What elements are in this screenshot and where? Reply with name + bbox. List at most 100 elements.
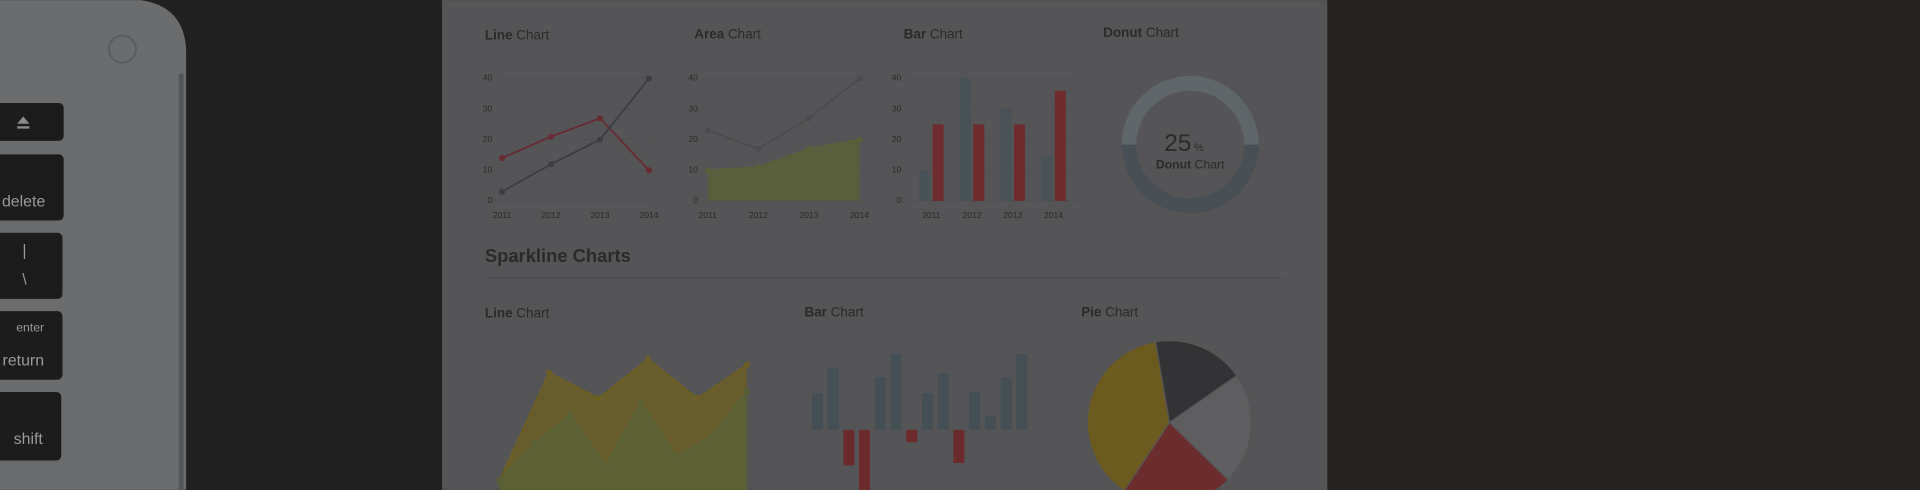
key-label: enter: [16, 320, 44, 334]
desk-right: [1328, 0, 1920, 490]
x-tick-label: 2011: [493, 210, 512, 220]
x-tick-label: 2013: [1003, 210, 1022, 220]
bar: [921, 393, 933, 430]
bar: [937, 373, 949, 430]
point: [704, 127, 711, 134]
point: [498, 155, 506, 162]
point: [498, 188, 506, 195]
point: [856, 75, 863, 82]
bar: [874, 377, 886, 430]
y-tick-label: 40: [688, 73, 698, 83]
bar: [1000, 377, 1012, 430]
point: [596, 115, 604, 122]
x-tick-label: 2011: [699, 210, 718, 220]
y-tick-label: 30: [688, 103, 698, 113]
point: [637, 399, 644, 406]
bar: [890, 353, 902, 430]
point: [595, 395, 602, 402]
y-tick-label: 30: [483, 103, 493, 113]
title-bold: Donut: [1103, 25, 1142, 40]
bar: [973, 124, 985, 201]
bar: [1054, 90, 1066, 201]
y-tick-label: 20: [892, 134, 902, 144]
x-tick-label: 2014: [850, 210, 869, 220]
bar: [859, 429, 871, 490]
point: [743, 361, 750, 368]
point: [602, 462, 609, 469]
pie-slice: [1086, 340, 1171, 490]
point: [496, 477, 503, 484]
key: [0, 102, 64, 141]
key: [0, 154, 64, 221]
x-tick-label: 2013: [590, 210, 609, 220]
point: [856, 136, 863, 143]
key-label: return: [3, 353, 45, 370]
charts: Line Chart 0 10 20 30 40 2011 2012 2013 2014 Area …: [483, 25, 1259, 490]
key-label: delete: [2, 193, 45, 210]
y-tick-label: 0: [896, 195, 901, 205]
key: [0, 232, 63, 299]
bar: [919, 170, 931, 201]
x-tick-label: 2013: [799, 210, 818, 220]
title-bold: Area: [694, 26, 724, 41]
title-bold: Donut: [1156, 158, 1191, 172]
chart-title: Bar Chart: [804, 304, 863, 319]
line: [501, 117, 650, 171]
x-tick-label: 2011: [922, 210, 941, 220]
donut-label: Donut Chart: [1156, 158, 1225, 172]
y-tick-label: 30: [892, 103, 902, 113]
point: [805, 115, 813, 122]
point: [805, 145, 813, 152]
donut-segment: [1190, 144, 1259, 214]
title-rest: Chart: [516, 27, 549, 42]
point: [755, 145, 762, 152]
point: [704, 167, 711, 174]
title-rest: Chart: [1105, 304, 1138, 319]
x-tick-label: 2014: [639, 210, 658, 220]
chart-title: Bar Chart: [904, 26, 963, 41]
pie-slice: [1154, 339, 1238, 424]
eject-icon: [17, 116, 30, 129]
title-bold: Line: [485, 305, 513, 320]
donut-segment-rest: [1121, 144, 1191, 214]
point: [644, 356, 652, 363]
line: [707, 77, 861, 150]
key-label: shift: [14, 431, 44, 448]
y-tick-label: 10: [892, 165, 902, 175]
donut-value: 25: [1164, 130, 1191, 157]
x-tick-label: 2012: [541, 210, 560, 220]
pie-slice: [1168, 374, 1253, 481]
line: [498, 390, 748, 482]
bar: [843, 429, 855, 466]
line: [707, 138, 860, 172]
bar: [932, 124, 944, 201]
title-rest: Chart: [930, 26, 963, 41]
point: [546, 369, 553, 376]
chart-title: Donut Chart: [1103, 25, 1179, 40]
title-bold: Bar: [804, 304, 827, 319]
x-tick-label: 2012: [963, 210, 982, 220]
point: [708, 432, 715, 440]
y-tick-label: 20: [688, 134, 698, 144]
key: [0, 311, 63, 380]
title-rest: Chart: [1146, 25, 1179, 40]
pie-slice: [1124, 421, 1230, 490]
x-tick-label: 2014: [1044, 210, 1063, 220]
y-tick-label: 40: [483, 73, 493, 83]
bar: [827, 367, 839, 430]
point: [645, 75, 653, 82]
key-label: |: [22, 242, 26, 259]
bar: [969, 391, 981, 430]
y-tick-label: 0: [487, 195, 492, 205]
y-tick-label: 20: [483, 134, 493, 144]
y-tick-label: 10: [688, 165, 698, 175]
keys: delete | \ enter return shift: [0, 102, 64, 461]
y-tick-label: 40: [892, 73, 902, 83]
point: [596, 136, 604, 143]
bar: [1016, 353, 1028, 430]
title-bold: Line: [485, 27, 513, 42]
x-tick-label: 2012: [749, 210, 768, 220]
bar: [1041, 155, 1053, 201]
point: [694, 395, 701, 402]
